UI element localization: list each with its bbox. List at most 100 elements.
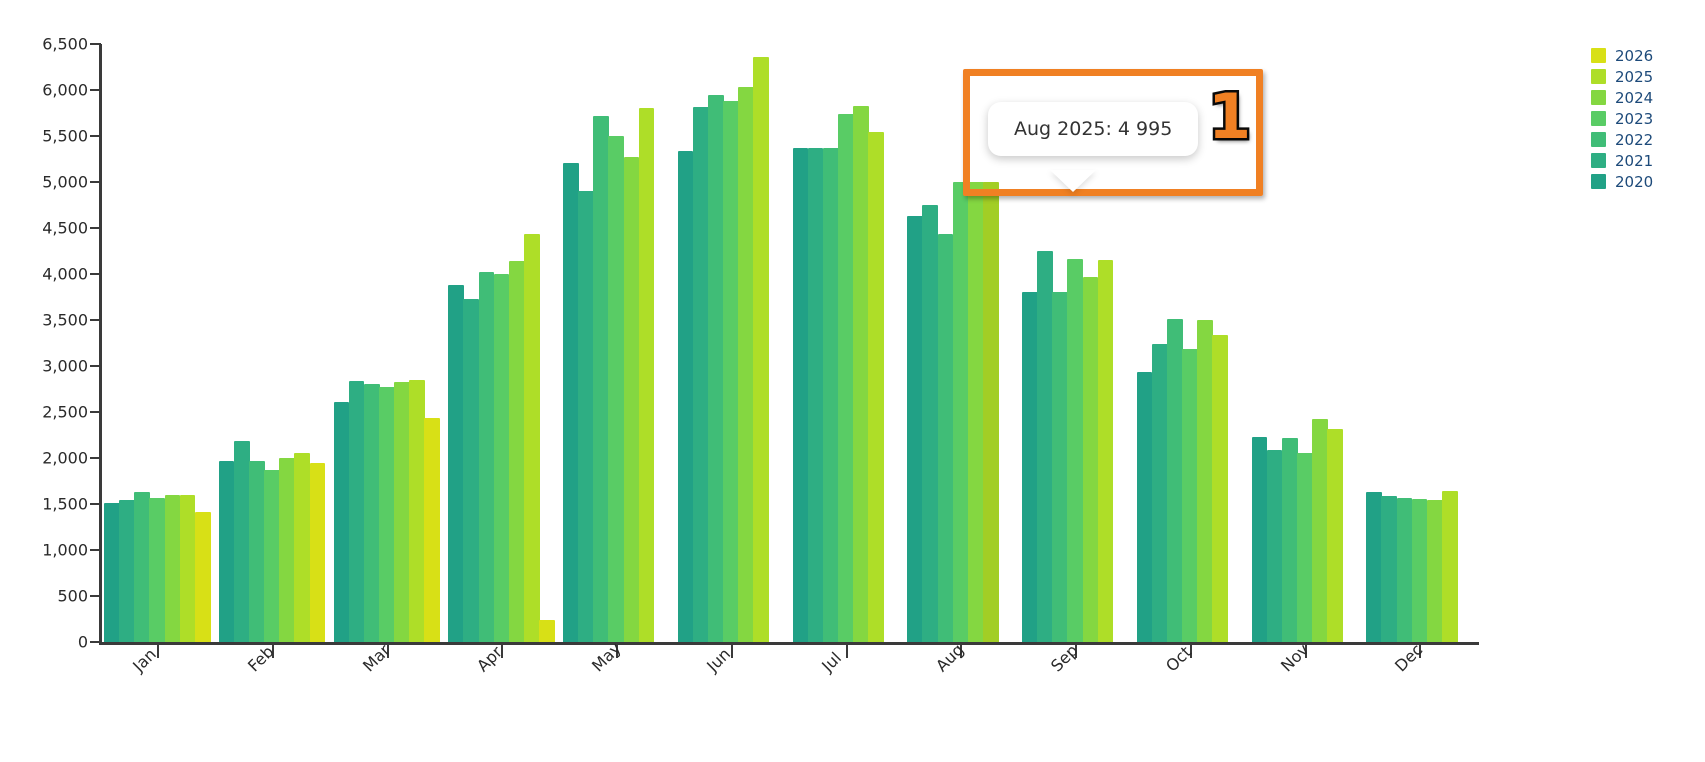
bar[interactable]	[907, 216, 923, 642]
bar[interactable]	[463, 298, 480, 642]
bar-group	[104, 44, 211, 642]
bar[interactable]	[264, 470, 280, 642]
bar[interactable]	[1426, 499, 1443, 642]
bar[interactable]	[1281, 437, 1298, 642]
annotation-step-number: 1	[1205, 80, 1253, 153]
bar[interactable]	[692, 107, 709, 642]
bar[interactable]	[409, 380, 425, 642]
bar[interactable]	[1312, 419, 1328, 642]
bar[interactable]	[723, 101, 739, 642]
bar[interactable]	[493, 274, 510, 642]
bar[interactable]	[523, 234, 540, 642]
bar[interactable]	[982, 182, 999, 642]
y-tick-label: 2,000	[42, 448, 88, 468]
x-tick-mark	[845, 645, 848, 658]
bar[interactable]	[1411, 498, 1428, 642]
legend-item-2025[interactable]: 2025	[1591, 66, 1691, 87]
legend-swatch-icon	[1591, 111, 1606, 126]
bar[interactable]	[448, 285, 464, 642]
bar[interactable]	[378, 387, 395, 642]
legend-item-2026[interactable]: 2026	[1591, 45, 1691, 66]
bar[interactable]	[333, 402, 350, 642]
bar[interactable]	[1022, 292, 1038, 642]
y-tick-label: 500	[57, 586, 88, 606]
bar[interactable]	[853, 105, 869, 642]
bar[interactable]	[623, 157, 640, 642]
bar[interactable]	[638, 108, 655, 642]
legend-item-2020[interactable]: 2020	[1591, 171, 1691, 192]
bar[interactable]	[837, 113, 854, 642]
bar[interactable]	[478, 271, 495, 642]
bar[interactable]	[539, 619, 555, 642]
bar[interactable]	[119, 500, 135, 642]
bar[interactable]	[677, 150, 694, 642]
x-tick-mark	[271, 645, 274, 658]
bar[interactable]	[294, 452, 311, 642]
y-tick-label: 1,000	[42, 540, 88, 560]
y-tick-mark	[90, 227, 101, 229]
bar[interactable]	[309, 462, 326, 642]
bar[interactable]	[708, 94, 724, 642]
bar[interactable]	[1251, 437, 1268, 642]
x-tick-label: Aug	[932, 639, 968, 676]
bar[interactable]	[738, 86, 755, 642]
bar[interactable]	[1296, 452, 1313, 642]
bar[interactable]	[249, 461, 265, 642]
x-axis-line	[99, 642, 1479, 645]
bar[interactable]	[753, 57, 770, 642]
bar[interactable]	[1082, 276, 1099, 642]
bar[interactable]	[279, 457, 296, 642]
legend-item-2023[interactable]: 2023	[1591, 108, 1691, 129]
bar[interactable]	[104, 503, 120, 642]
bar[interactable]	[1136, 372, 1153, 642]
bar[interactable]	[937, 234, 954, 642]
bar[interactable]	[1266, 450, 1283, 642]
bar[interactable]	[363, 383, 380, 642]
bar[interactable]	[1182, 349, 1198, 642]
bar[interactable]	[233, 441, 250, 642]
y-tick-label: 5,500	[42, 126, 88, 146]
bar[interactable]	[1212, 335, 1229, 642]
bar[interactable]	[593, 115, 610, 642]
bar[interactable]	[967, 182, 984, 642]
bar[interactable]	[952, 182, 969, 642]
bar[interactable]	[1067, 259, 1084, 642]
bar[interactable]	[218, 461, 235, 642]
bar[interactable]	[563, 162, 579, 642]
y-tick-mark	[90, 43, 101, 45]
legend-item-2022[interactable]: 2022	[1591, 129, 1691, 150]
bar[interactable]	[1097, 259, 1114, 642]
bar[interactable]	[348, 380, 365, 642]
bar[interactable]	[1052, 292, 1069, 642]
bar[interactable]	[608, 136, 625, 642]
bar[interactable]	[578, 191, 594, 642]
annotation-highlight-box	[963, 69, 1263, 196]
bar[interactable]	[822, 147, 839, 642]
bar[interactable]	[134, 491, 151, 642]
bar[interactable]	[508, 260, 525, 642]
bar[interactable]	[1381, 495, 1398, 642]
bar[interactable]	[424, 418, 441, 642]
bar[interactable]	[1441, 491, 1458, 642]
bar-group	[907, 44, 1013, 642]
bar[interactable]	[1167, 318, 1183, 642]
x-tick-label: Dec	[1391, 640, 1427, 676]
bar[interactable]	[807, 148, 824, 642]
bar[interactable]	[194, 511, 211, 642]
bar[interactable]	[1396, 498, 1413, 642]
bar[interactable]	[792, 147, 809, 642]
bar[interactable]	[868, 131, 884, 642]
bar[interactable]	[922, 205, 939, 642]
legend-item-2021[interactable]: 2021	[1591, 150, 1691, 171]
bar[interactable]	[1197, 320, 1214, 642]
bar[interactable]	[1151, 344, 1168, 642]
legend-item-2024[interactable]: 2024	[1591, 87, 1691, 108]
bar[interactable]	[1037, 251, 1053, 642]
bar[interactable]	[1366, 491, 1382, 642]
bar[interactable]	[394, 381, 410, 642]
y-tick-mark	[90, 273, 101, 275]
bar[interactable]	[1327, 429, 1343, 642]
bar[interactable]	[149, 498, 166, 642]
bar[interactable]	[164, 494, 181, 642]
bar[interactable]	[179, 494, 196, 642]
